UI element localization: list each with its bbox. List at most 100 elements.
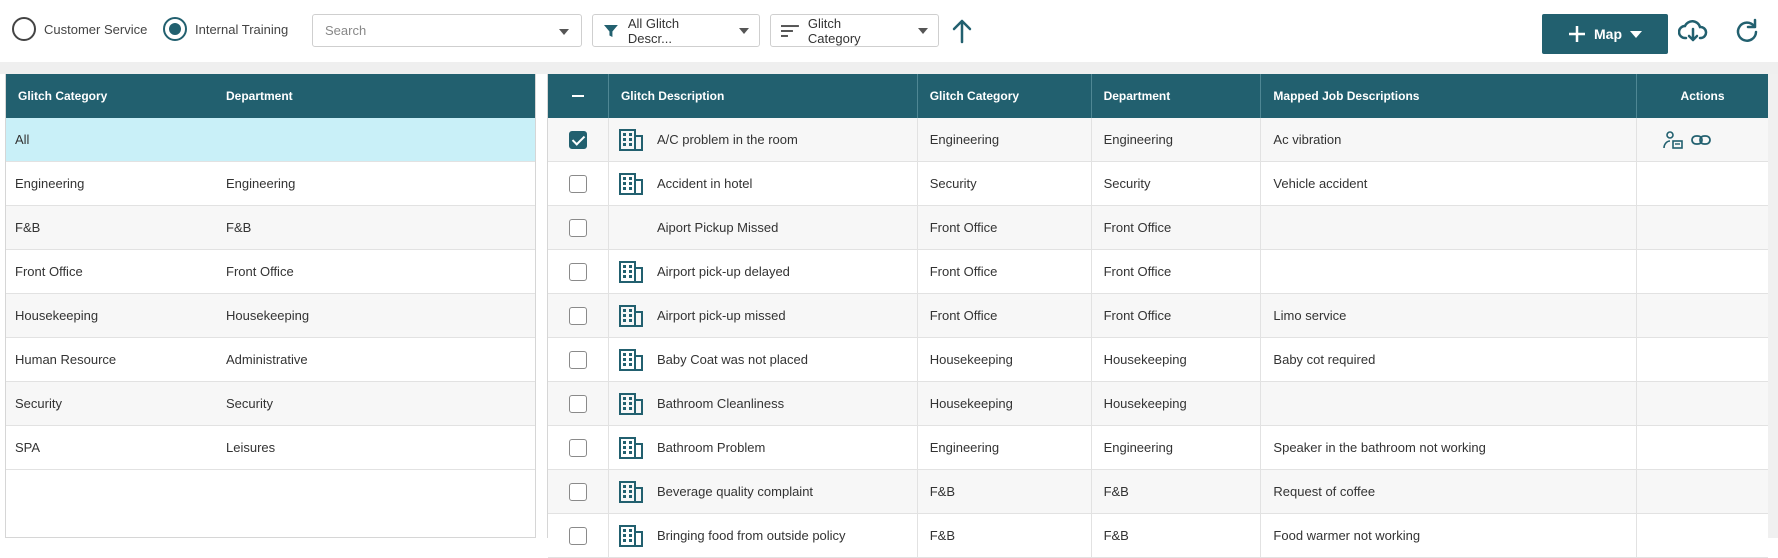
department-cell: Housekeeping <box>1092 382 1262 425</box>
category-row[interactable]: Security Security <box>6 382 535 426</box>
category-cell: F&B <box>918 470 1092 513</box>
header-glitch-description[interactable]: Glitch Description <box>609 74 918 118</box>
vertical-scrollbar[interactable] <box>1768 74 1778 538</box>
row-checkbox[interactable] <box>568 130 587 149</box>
search-combobox[interactable] <box>312 14 582 47</box>
category-row-all[interactable]: All <box>6 118 535 162</box>
header-department[interactable]: Department <box>1092 74 1262 118</box>
actions-cell <box>1637 294 1768 337</box>
search-input[interactable] <box>325 23 555 38</box>
glitch-table-header: Glitch Description Glitch Category Depar… <box>548 74 1768 118</box>
actions-cell <box>1637 118 1768 161</box>
assign-user-icon[interactable] <box>1663 130 1683 150</box>
radio-checked-icon[interactable] <box>163 17 187 41</box>
table-row[interactable]: A/C problem in the room Engineering Engine… <box>548 118 1768 162</box>
table-row[interactable]: Airport pick-up missed Front Office Front … <box>548 294 1768 338</box>
row-checkbox[interactable] <box>568 526 587 545</box>
description-text: Airport pick-up delayed <box>656 264 790 279</box>
row-checkbox[interactable] <box>568 394 587 413</box>
row-checkbox-cell <box>548 162 609 205</box>
table-row[interactable]: Accident in hotel Security Security Vehicle… <box>548 162 1768 206</box>
table-row[interactable]: Beverage quality complaint F&B F&B Request … <box>548 470 1768 514</box>
category-cell: Security <box>918 162 1092 205</box>
description-text: Bringing food from outside policy <box>656 528 846 543</box>
row-checkbox[interactable] <box>568 174 587 193</box>
building-icon <box>618 480 643 503</box>
row-checkbox[interactable] <box>568 218 587 237</box>
building-icon <box>618 348 643 371</box>
actions-cell <box>1637 382 1768 425</box>
actions-cell <box>1637 338 1768 381</box>
actions-cell <box>1637 206 1768 249</box>
table-row[interactable]: Bathroom Problem Engineering Engineering Sp… <box>548 426 1768 470</box>
chevron-down-icon <box>1630 30 1642 38</box>
building-icon <box>618 392 643 415</box>
description-cell: Airport pick-up missed <box>609 294 918 337</box>
department-cell: F&B <box>1092 470 1262 513</box>
cloud-download-icon[interactable] <box>1678 18 1708 44</box>
select-all-checkbox[interactable] <box>548 74 609 118</box>
mapped-job-cell: Request of coffee <box>1261 470 1638 513</box>
sort-lines-icon <box>781 24 799 37</box>
description-cell: Beverage quality complaint <box>609 470 918 513</box>
toolbar-separator <box>0 62 1778 74</box>
category-row[interactable]: F&B F&B <box>6 206 535 250</box>
category-row[interactable]: Housekeeping Housekeeping <box>6 294 535 338</box>
row-checkbox-cell <box>548 294 609 337</box>
mapped-job-cell: Speaker in the bathroom not working <box>1261 426 1638 469</box>
row-checkbox[interactable] <box>568 350 587 369</box>
description-text: Accident in hotel <box>656 176 753 191</box>
table-row[interactable]: Bringing food from outside policy F&B F&B F… <box>548 514 1768 558</box>
description-cell: Aiport Pickup Missed <box>609 206 918 249</box>
category-cell: Front Office <box>15 264 83 279</box>
table-row[interactable]: Aiport Pickup Missed Front Office Front Of… <box>548 206 1768 250</box>
row-checkbox[interactable] <box>568 262 587 281</box>
mapped-job-cell <box>1261 382 1638 425</box>
table-row[interactable]: Airport pick-up delayed Front Office Front… <box>548 250 1768 294</box>
sort-by-dropdown[interactable]: Glitch Category <box>770 14 939 47</box>
mapped-job-cell: Ac vibration <box>1261 118 1638 161</box>
glitch-description-filter[interactable]: All Glitch Descr... <box>592 14 760 47</box>
row-checkbox-cell <box>548 338 609 381</box>
map-button[interactable]: Map <box>1542 14 1668 54</box>
description-text: Beverage quality complaint <box>656 484 814 499</box>
header-department[interactable]: Department <box>226 89 293 103</box>
radio-circle-icon[interactable] <box>12 17 36 41</box>
row-checkbox[interactable] <box>568 482 587 501</box>
sort-ascending-arrow-icon[interactable] <box>950 18 974 44</box>
description-text: Bathroom Cleanliness <box>656 396 785 411</box>
category-row[interactable]: SPA Leisures <box>6 426 535 470</box>
header-glitch-category[interactable]: Glitch Category <box>918 74 1092 118</box>
refresh-icon[interactable] <box>1732 18 1762 44</box>
building-icon <box>618 524 643 547</box>
glitch-table-panel: Glitch Description Glitch Category Depar… <box>547 74 1768 558</box>
row-checkbox[interactable] <box>568 438 587 457</box>
link-icon[interactable] <box>1691 130 1712 150</box>
filter-label: All Glitch Descr... <box>627 15 680 46</box>
department-cell: Front Office <box>226 264 294 279</box>
category-cell: Human Resource <box>15 352 117 367</box>
building-icon <box>618 260 643 283</box>
description-text: Airport pick-up missed <box>656 308 786 323</box>
chevron-down-icon[interactable] <box>559 29 569 35</box>
department-cell: Security <box>1092 162 1262 205</box>
category-cell: All <box>15 132 30 147</box>
header-glitch-category[interactable]: Glitch Category <box>18 89 108 103</box>
table-row[interactable]: Bathroom Cleanliness Housekeeping Housekee… <box>548 382 1768 426</box>
category-cell: Engineering <box>918 426 1092 469</box>
category-row[interactable]: Human Resource Administrative <box>6 338 535 382</box>
radio-internal-training[interactable]: Internal Training <box>163 17 288 41</box>
mapped-job-cell <box>1261 250 1638 293</box>
row-checkbox[interactable] <box>568 306 587 325</box>
category-row[interactable]: Front Office Front Office <box>6 250 535 294</box>
category-cell: Housekeeping <box>918 382 1092 425</box>
category-cell: F&B <box>918 514 1092 557</box>
radio-customer-service[interactable]: Customer Service <box>12 17 147 41</box>
category-row[interactable]: Engineering Engineering <box>6 162 535 206</box>
indeterminate-dash-icon <box>571 95 584 97</box>
toolbar: Customer Service Internal Training All G… <box>0 0 1778 62</box>
table-row[interactable]: Baby Coat was not placed Housekeeping Hous… <box>548 338 1768 382</box>
header-mapped-job-descriptions[interactable]: Mapped Job Descriptions <box>1261 74 1638 118</box>
department-cell: Front Office <box>1092 206 1262 249</box>
radio-customer-service-label: Customer Service <box>44 21 148 37</box>
